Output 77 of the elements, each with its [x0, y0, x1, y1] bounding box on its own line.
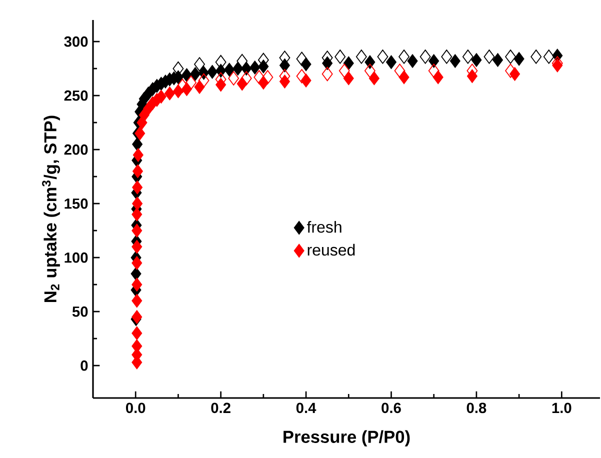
point — [356, 50, 367, 64]
x-tick-label: 0.4 — [296, 402, 316, 414]
point — [338, 64, 350, 78]
point — [368, 71, 380, 86]
point — [296, 69, 308, 84]
point — [428, 54, 440, 68]
y-tick-label: 100 — [64, 252, 88, 263]
point — [543, 50, 554, 64]
point — [132, 207, 142, 222]
y-tick-label: 300 — [64, 36, 88, 47]
point — [262, 70, 274, 84]
point — [462, 50, 474, 64]
y-tick-label: 200 — [64, 144, 88, 155]
point — [132, 326, 142, 340]
x-tick-label: 0.6 — [382, 402, 401, 414]
y-tick-label: 250 — [64, 90, 88, 101]
legend-label: fresh — [306, 220, 342, 233]
point — [254, 70, 265, 84]
point — [484, 50, 495, 64]
x-axis-title: Pressure (P/P0) — [284, 430, 410, 446]
point — [428, 64, 440, 78]
point — [232, 62, 244, 76]
legend-label: reused — [308, 244, 355, 256]
point — [132, 180, 143, 194]
x-tick-label: 0.0 — [126, 402, 146, 414]
point — [224, 62, 235, 77]
point — [514, 52, 524, 66]
point — [505, 64, 516, 78]
point — [343, 71, 354, 86]
point — [505, 50, 516, 64]
point — [132, 196, 143, 211]
y-tick-label: 0 — [80, 360, 88, 371]
point — [207, 64, 218, 79]
y-tick-label: 50 — [72, 306, 88, 317]
point — [198, 73, 210, 88]
point — [471, 53, 482, 67]
point — [450, 54, 460, 68]
point — [132, 294, 142, 308]
point — [296, 52, 308, 66]
x-tick-label: 1.0 — [552, 402, 572, 414]
point — [386, 55, 397, 70]
point — [132, 310, 142, 324]
point — [194, 57, 205, 72]
y-tick-label: 150 — [64, 198, 88, 209]
x-tick-label: 0.8 — [466, 402, 486, 414]
point — [364, 64, 376, 78]
point — [441, 50, 452, 64]
point — [240, 71, 252, 86]
point — [420, 50, 431, 64]
point — [364, 55, 376, 70]
point — [394, 64, 406, 78]
point — [134, 126, 146, 140]
point — [132, 240, 142, 254]
point — [343, 56, 354, 70]
point — [186, 76, 196, 90]
point — [132, 164, 144, 178]
point — [132, 278, 142, 292]
point — [322, 66, 333, 82]
point — [530, 50, 542, 64]
point — [250, 60, 260, 74]
point — [132, 256, 142, 270]
x-tick-label: 0.2 — [211, 402, 230, 414]
point — [190, 67, 201, 81]
point — [156, 90, 166, 104]
y-axis-title: N$_{2}$ uptake (cm$^{3}$/g, STP) — [42, 116, 60, 302]
point — [181, 68, 192, 82]
point — [398, 50, 410, 64]
point — [407, 54, 418, 68]
point — [492, 53, 504, 67]
point — [132, 148, 144, 162]
point — [164, 86, 175, 100]
point — [132, 224, 142, 238]
point — [377, 50, 388, 64]
point — [130, 266, 142, 281]
point — [334, 50, 346, 64]
point — [236, 54, 248, 68]
point — [228, 71, 240, 86]
